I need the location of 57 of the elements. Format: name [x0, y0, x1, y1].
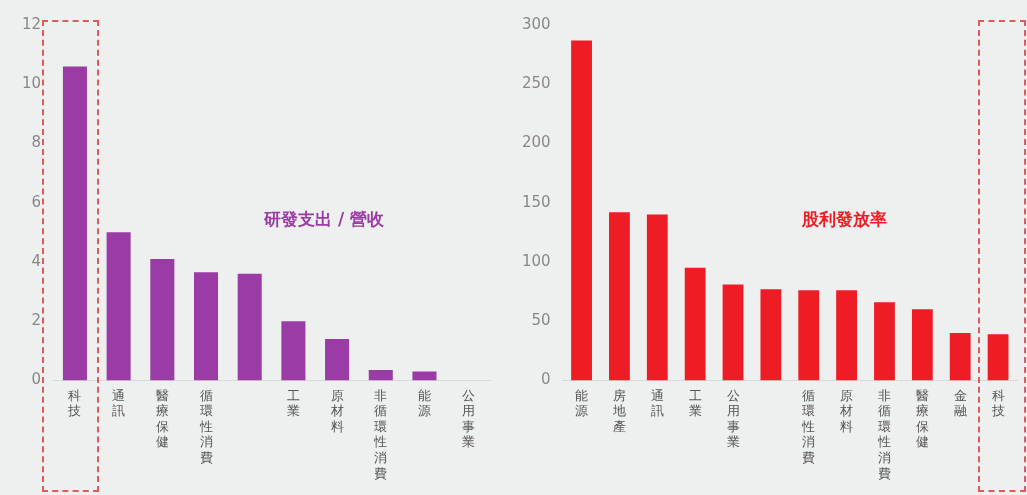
x-tick-label: 房地產 [611, 387, 626, 434]
bar [987, 334, 1009, 381]
bar [836, 290, 858, 381]
y-tick-label: 0 [541, 370, 551, 389]
bar [722, 284, 744, 381]
bar [325, 338, 350, 381]
y-tick-label: 300 [521, 14, 551, 33]
x-tick-label: 工業 [286, 387, 300, 419]
y-tick-label: 2 [31, 311, 42, 330]
x-tick-label: 非循環性消費 [373, 387, 388, 481]
x-tick-label: 金融 [953, 387, 967, 419]
bar [150, 258, 175, 381]
y-tick-label: 10 [21, 74, 42, 93]
bar [760, 289, 782, 381]
x-tick-label: 醫療保健 [915, 387, 929, 450]
x-tick-label: 科技 [990, 387, 1005, 419]
x-tick-label: 非循環性消費 [876, 387, 891, 481]
y-tick-label: 0 [31, 370, 42, 389]
x-tick-label: 循環性消費 [198, 387, 213, 465]
bar [609, 212, 630, 381]
x-tick-label: 醫療保健 [155, 387, 169, 450]
bar [911, 309, 933, 381]
y-tick-label: 100 [521, 251, 551, 270]
x-tick-label: 原材料 [839, 387, 854, 434]
x-tick-label: 能源 [575, 387, 589, 419]
x-tick-label: 能源 [417, 387, 431, 419]
y-tick-label: 4 [31, 251, 42, 270]
bar [237, 273, 262, 381]
y-tick-label: 200 [521, 133, 551, 152]
bar [193, 272, 219, 381]
text: 研發支出 / 營收 [262, 208, 385, 229]
y-tick-label: 12 [21, 14, 42, 33]
x-tick-label: 通訊 [112, 387, 126, 419]
x-tick-label: 科技 [67, 387, 82, 419]
x-tick-label: 公用事業 [726, 387, 740, 450]
bar [646, 214, 668, 381]
bar [368, 370, 393, 381]
x-tick-label: 原材料 [329, 387, 344, 434]
bar [874, 302, 895, 381]
x-tick-label: 循環性消費 [801, 387, 816, 465]
y-tick-label: 150 [521, 192, 551, 211]
bar [798, 290, 820, 381]
x-tick-label: 通訊 [650, 387, 664, 419]
y-tick-label: 50 [531, 311, 551, 330]
x-tick-label: 工業 [688, 387, 702, 419]
x-tick-label: 公用事業 [461, 387, 475, 450]
bar [281, 321, 306, 381]
text: 股利發放率 [800, 208, 887, 229]
y-tick-label: 250 [521, 74, 551, 93]
bar [412, 371, 437, 381]
bar [949, 333, 971, 381]
bar [62, 66, 87, 381]
bar [571, 40, 592, 381]
y-tick-label: 6 [31, 192, 42, 211]
bar [106, 232, 131, 381]
bar [684, 267, 706, 381]
y-tick-label: 8 [31, 133, 42, 152]
